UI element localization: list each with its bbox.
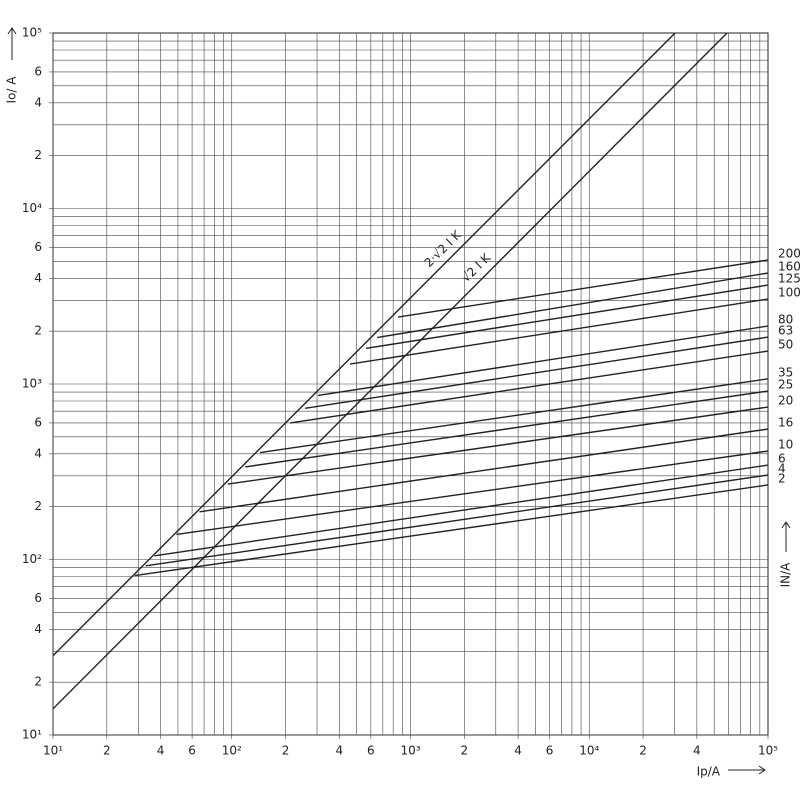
series-line (134, 484, 769, 577)
x-tick-label: 4 (336, 744, 344, 758)
legend-label: 125 (778, 272, 800, 286)
x-tick-label: 2 (103, 744, 111, 758)
y-tick-label: 4 (34, 446, 42, 460)
series-line (145, 474, 769, 567)
y-tick-label: 4 (34, 95, 42, 109)
legend-label: 80 (778, 313, 793, 327)
series-line (317, 325, 769, 397)
x-tick-label: 2 (282, 744, 290, 758)
x-tick-label: 4 (157, 744, 165, 758)
y-tick-label: 2 (34, 499, 42, 513)
y-tick-label: 2 (34, 324, 42, 338)
legend-label: 50 (778, 338, 793, 352)
legend-label: 6 (778, 452, 786, 466)
y-tick-label: 4 (34, 622, 42, 636)
y-tick-label: 2 (34, 675, 42, 689)
x-tick-label: 2 (460, 744, 468, 758)
y-tick-label: 10⁴ (22, 201, 42, 215)
x-tick-label: 4 (514, 744, 522, 758)
x-tick-label: 10⁵ (758, 744, 778, 758)
y-arrow (7, 27, 17, 60)
series-line (227, 406, 769, 485)
x-tick-label: 10¹ (43, 744, 63, 758)
y-tick-label: 4 (34, 271, 42, 285)
y-axis-label: Io/ A (5, 76, 19, 104)
series-line (397, 259, 769, 318)
x-tick-label: 6 (367, 744, 375, 758)
legend-label: 25 (778, 378, 793, 392)
legend-arrow (781, 521, 791, 552)
legend-label: 35 (778, 365, 793, 379)
y-tick-label: 10⁵ (22, 26, 42, 40)
y-tick-label: 2 (34, 148, 42, 162)
y-tick-label: 6 (34, 240, 42, 254)
x-tick-label: 6 (188, 744, 196, 758)
x-tick-label: 10⁴ (579, 744, 599, 758)
x-tick-label: 4 (693, 744, 701, 758)
series-line (365, 284, 769, 350)
x-tick-label: 2 (639, 744, 647, 758)
series-line (349, 298, 769, 365)
legend-label: 10 (778, 438, 793, 452)
y-tick-label: 6 (34, 64, 42, 78)
y-tick-label: 10² (22, 552, 42, 566)
series-line (245, 390, 769, 468)
legend-label: 20 (778, 394, 793, 408)
legend-label: 63 (778, 324, 793, 338)
legend-label: 200 (778, 246, 800, 260)
legend-title: IN/A (779, 562, 793, 588)
y-tick-label: 10³ (22, 377, 42, 391)
y-tick-label: 10¹ (22, 728, 42, 742)
series-line (199, 428, 769, 513)
series-line (304, 336, 769, 409)
x-tick-label: 10² (222, 744, 242, 758)
series-line (376, 272, 769, 339)
series-line (259, 378, 769, 454)
x-tick-label: 10³ (400, 744, 420, 758)
legend-label: 4 (778, 462, 786, 476)
series-line (52, 32, 728, 710)
x-axis-label: Ip/A (697, 765, 721, 779)
legend-label: 16 (778, 416, 793, 430)
series-line (154, 464, 769, 557)
y-tick-label: 6 (34, 591, 42, 605)
x-arrow (728, 765, 766, 775)
line-label: 2·√2 I K (422, 227, 465, 270)
legend-label: 160 (778, 260, 800, 274)
series-line (52, 32, 676, 657)
x-tick-label: 6 (546, 744, 554, 758)
y-tick-label: 6 (34, 415, 42, 429)
legend-label: 2 (778, 471, 786, 485)
legend-label: 100 (778, 286, 800, 300)
series-line (176, 450, 769, 536)
series-line (289, 350, 769, 424)
